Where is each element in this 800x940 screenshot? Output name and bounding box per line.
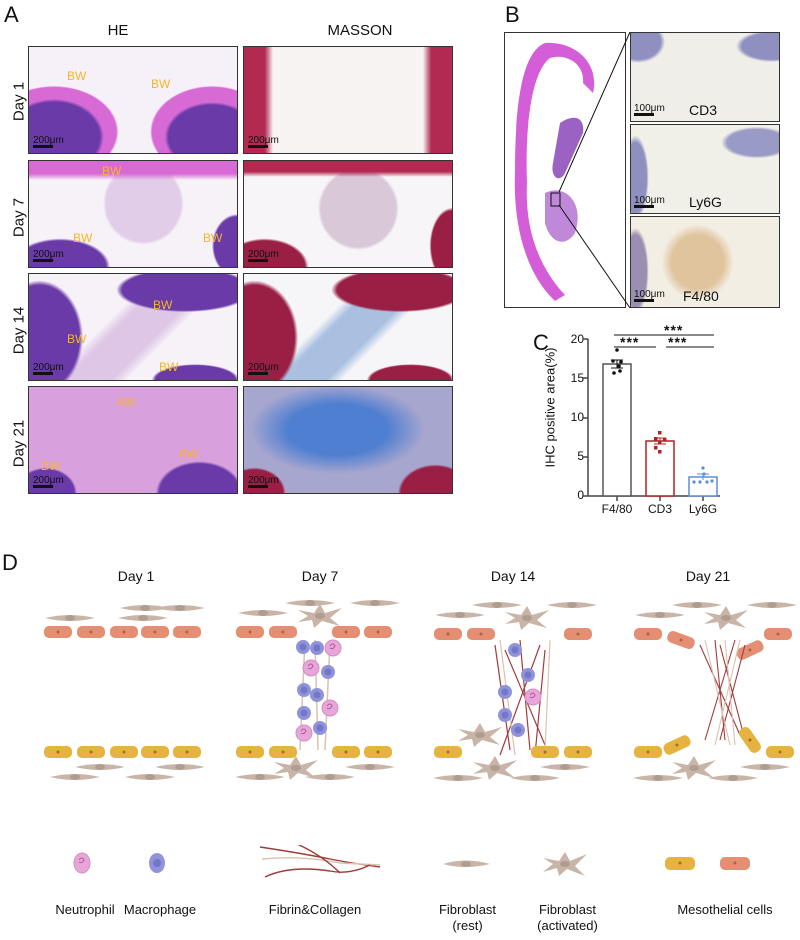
scale-bar-label: 100μm bbox=[634, 289, 665, 302]
y-tick: 5 bbox=[577, 449, 584, 463]
adhesion-schematic bbox=[44, 600, 797, 781]
he-image-day14: BW BW BW 200μm bbox=[28, 273, 238, 381]
day-title-14: Day 14 bbox=[490, 568, 536, 584]
fibrin-collagen-icon bbox=[259, 845, 381, 878]
masson-image-day14: 200μm bbox=[243, 273, 453, 381]
scale-bar-label: 200μm bbox=[33, 362, 64, 375]
bowel-wall-label: BW bbox=[153, 298, 173, 312]
bowel-wall-label: BW bbox=[41, 459, 61, 473]
y-axis-label: IHC positive area(%) bbox=[542, 347, 558, 468]
panel-b-letter: B bbox=[505, 2, 520, 27]
day-title-1: Day 1 bbox=[117, 568, 155, 584]
adhesion-wall-label: AW bbox=[117, 395, 136, 409]
x-tick-cd3: CD3 bbox=[647, 502, 672, 516]
legend-icons-row bbox=[73, 845, 750, 878]
masson-image-day1: 200μm bbox=[243, 46, 453, 154]
scale-bar-label: 200μm bbox=[33, 135, 64, 148]
day-title-21: Day 21 bbox=[685, 568, 731, 584]
significance-cd3-vs-ly6g: *** bbox=[668, 334, 688, 350]
mesothelial-orange-icon bbox=[720, 857, 750, 870]
ihc-image-ly6g: 100μm Ly6G bbox=[630, 124, 780, 214]
day7-scene bbox=[235, 600, 400, 780]
y-tick: 20 bbox=[570, 332, 584, 346]
ihc-image-cd3: 100μm CD3 bbox=[630, 32, 780, 122]
bowel-wall-label: BW bbox=[67, 69, 87, 83]
he-image-day21: AW BW BW 200μm bbox=[28, 386, 238, 494]
stain-label-ly6g: Ly6G bbox=[689, 194, 722, 210]
x-tick-f480: F4/80 bbox=[601, 502, 633, 516]
zoom-lines bbox=[558, 31, 631, 309]
masson-image-day7: 200μm bbox=[243, 160, 453, 268]
column-header-he: HE bbox=[107, 22, 129, 39]
ihc-image-f480: 100μm F4/80 bbox=[630, 216, 780, 308]
scale-bar-label: 200μm bbox=[248, 249, 279, 262]
macrophage-icon bbox=[149, 853, 165, 873]
panel-c-letter: C bbox=[533, 330, 549, 355]
mesothelial-yellow-icon bbox=[665, 857, 695, 870]
legend-label-fibroblast-rest: Fibroblast (rest) bbox=[438, 902, 497, 934]
scale-bar-label: 200μm bbox=[33, 249, 64, 262]
significance-f480-vs-cd3: *** bbox=[620, 334, 640, 350]
neutrophil-icon bbox=[73, 852, 91, 874]
significance-f480-vs-ly6g: *** bbox=[664, 322, 684, 338]
day1-scene bbox=[44, 605, 205, 780]
panel-d-letter: D bbox=[2, 550, 18, 575]
bowel-wall-label: BW bbox=[159, 360, 179, 374]
scale-bar-label: 100μm bbox=[634, 195, 665, 208]
stain-label-cd3: CD3 bbox=[689, 102, 718, 118]
tissue-section-illustration bbox=[514, 42, 595, 302]
y-tick: 0 bbox=[577, 488, 584, 502]
row-label-day21: Day 21 bbox=[10, 419, 28, 468]
scale-bar-label: 200μm bbox=[248, 475, 279, 488]
bowel-wall-label: BW bbox=[151, 77, 171, 91]
bowel-wall-label: BW bbox=[102, 164, 122, 178]
he-image-day7: BW BW BW 200μm bbox=[28, 160, 238, 268]
scale-bar-label: 200μm bbox=[33, 475, 64, 488]
stain-label-f480: F4/80 bbox=[683, 288, 719, 304]
y-axis-label-wrap: IHC positive area(%) bbox=[540, 348, 560, 468]
legend-label-neutrophil: Neutrophil bbox=[55, 902, 115, 917]
bar-f480 bbox=[602, 363, 632, 497]
bowel-wall-label: BW bbox=[73, 231, 93, 245]
fibroblast-rest-icon bbox=[443, 860, 490, 867]
fibroblast-activated-icon bbox=[543, 852, 587, 876]
day14-scene bbox=[433, 602, 597, 781]
y-tick: 15 bbox=[570, 371, 584, 385]
he-image-day1: BW BW 200μm bbox=[28, 46, 238, 154]
panel-a-letter: A bbox=[4, 2, 19, 27]
whole-section-image bbox=[504, 32, 626, 308]
y-tick: 10 bbox=[570, 410, 584, 424]
bowel-wall-label: BW bbox=[203, 231, 223, 245]
scale-bar-label: 100μm bbox=[634, 103, 665, 116]
legend-label-mesothelial: Mesothelial cells bbox=[677, 902, 773, 917]
day-title-7: Day 7 bbox=[301, 568, 339, 584]
x-tick-ly6g: Ly6G bbox=[688, 502, 718, 516]
bar-chart bbox=[583, 334, 720, 501]
bar-cd3 bbox=[645, 440, 675, 497]
legend-label-fibroblast-activated: Fibroblast (activated) bbox=[537, 902, 598, 934]
bowel-wall-label: BW bbox=[179, 447, 199, 461]
legend-label-fibrin-collagen: Fibrin&Collagen bbox=[268, 902, 362, 917]
bowel-wall-label: BW bbox=[67, 332, 87, 346]
scale-bar-label: 200μm bbox=[248, 362, 279, 375]
legend-label-macrophage: Macrophage bbox=[123, 902, 197, 917]
day21-scene bbox=[633, 602, 797, 781]
masson-image-day21: 200μm bbox=[243, 386, 453, 494]
scale-bar-label: 200μm bbox=[248, 135, 279, 148]
column-header-masson: MASSON bbox=[327, 22, 393, 39]
